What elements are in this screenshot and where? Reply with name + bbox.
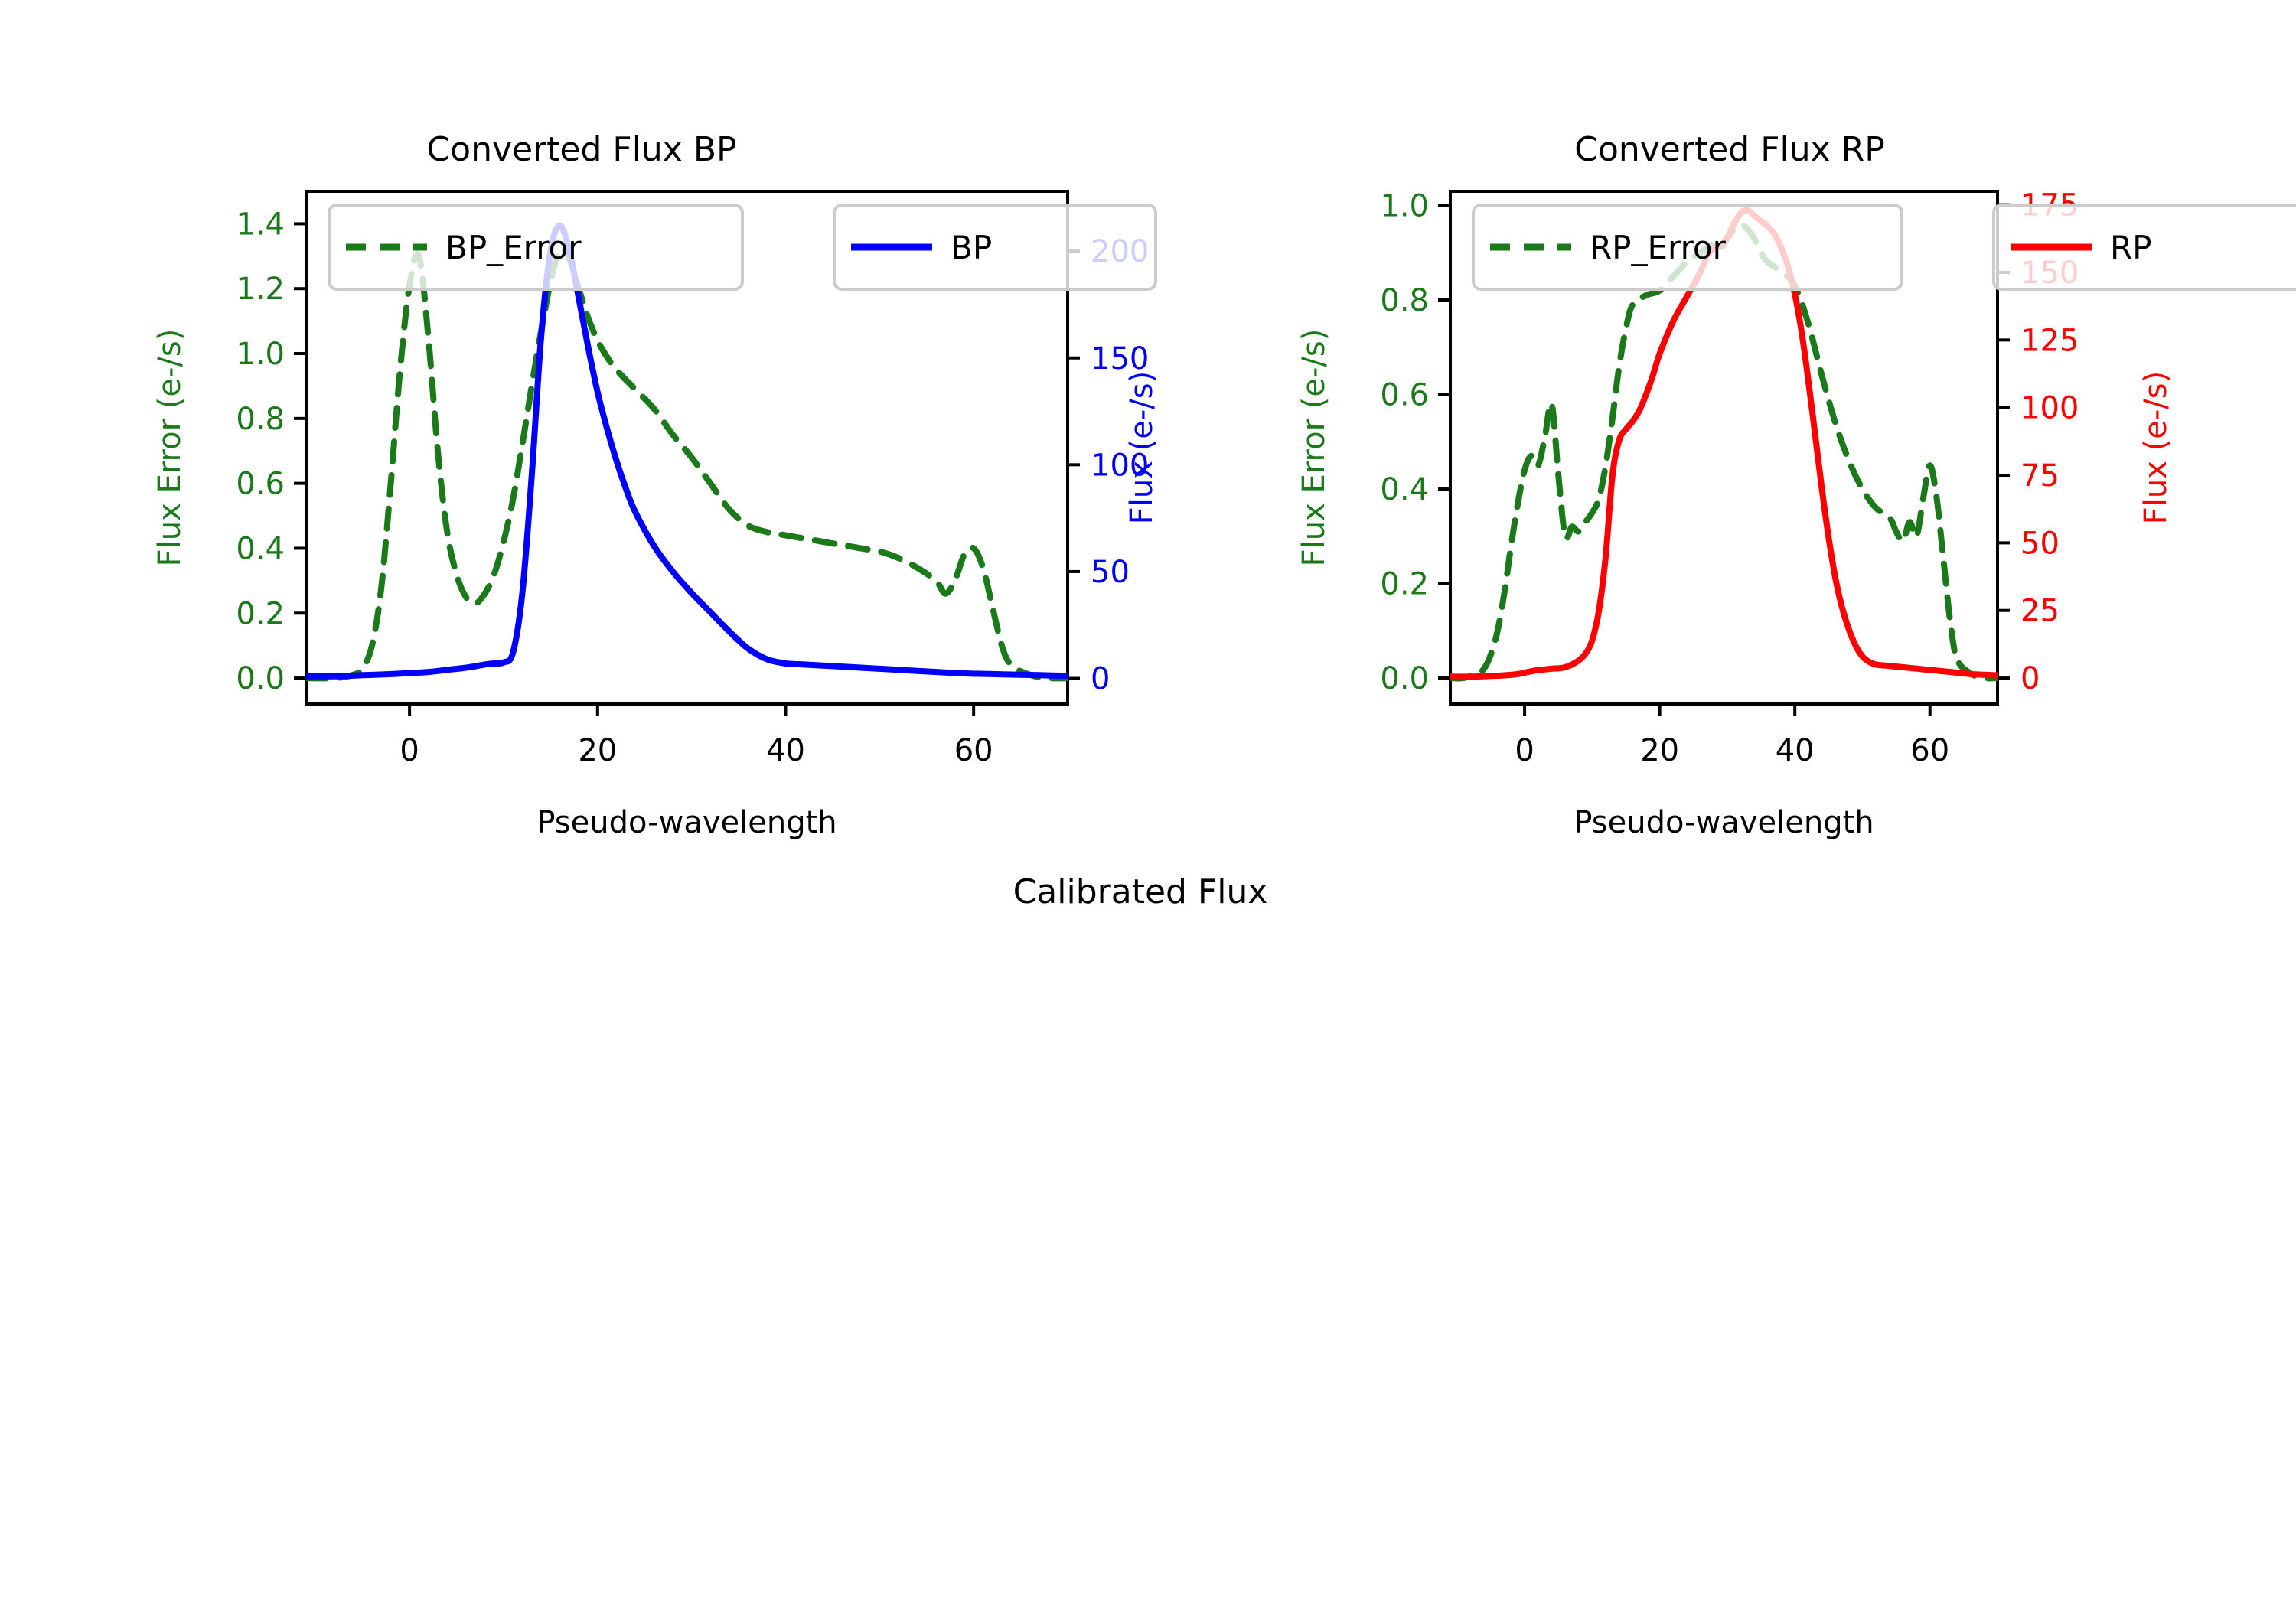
legend-box (833, 204, 1157, 291)
bp-legend-flux[interactable]: BP (833, 204, 1157, 291)
legend-box (1472, 204, 1903, 291)
right-y-tick-label: 0 (2020, 661, 2040, 696)
panel-converted-flux-rp: Converted Flux RP 0 20 40 60 Pseudo-waveleng… (1148, 0, 2296, 842)
bp-legend-error[interactable]: BP_Error (328, 204, 744, 291)
chart-bp: Converted Flux BP 0 20 40 60 Pseudo-waveleng… (152, 130, 1159, 840)
series-bp (306, 222, 1068, 680)
left-y-tick-label: 1.0 (236, 337, 285, 372)
right-y-tick-label: 50 (1091, 555, 1130, 590)
x-tick-label: 0 (400, 733, 419, 768)
legend-label: RP_Error (1590, 229, 1727, 266)
left-y-tick-label: 0.6 (236, 467, 285, 502)
left-y-axis-label: Flux Error (e-/s) (1296, 329, 1332, 567)
left-y-tick-label: 0.4 (1380, 472, 1429, 507)
legend-label: BP_Error (445, 229, 582, 266)
legend-box (328, 204, 744, 291)
right-y-tick-label: 125 (2020, 323, 2079, 358)
series-rp_error (1450, 221, 1998, 682)
rp-legend-error[interactable]: RP_Error (1472, 204, 1903, 291)
left-y-tick-label: 0.8 (1380, 283, 1429, 318)
panel-converted-flux-bp: Converted Flux BP 0 20 40 60 Pseudo-waveleng… (0, 0, 1159, 842)
left-y-tick-label: 1.0 (1380, 189, 1429, 224)
x-axis-label: Pseudo-wavelength (1574, 805, 1874, 840)
left-y-tick-label: 0.8 (236, 402, 285, 437)
right-y-tick-label: 75 (2020, 458, 2060, 494)
chart-calibrated: Calibrated Flux (1013, 872, 1268, 911)
x-tick-label: 0 (1515, 733, 1534, 768)
rp-axes: 0 20 40 60 Pseudo-wavelength 0.0 0.2 0.4 0.6 0.8 1… (1296, 188, 2174, 840)
x-tick-label: 40 (1776, 733, 1815, 768)
bp-curves (306, 222, 1068, 682)
left-y-tick-label: 1.4 (236, 207, 285, 242)
series-bp_error (306, 246, 1068, 682)
left-y-tick-label: 0.4 (236, 531, 285, 566)
x-tick-label: 20 (1640, 733, 1679, 768)
x-tick-label: 60 (954, 733, 993, 768)
left-y-axis-label: Flux Error (e-/s) (152, 329, 188, 567)
panel-title-calibrated: Calibrated Flux (1013, 872, 1268, 911)
left-y-tick-label: 0.0 (236, 661, 285, 696)
x-tick-label: 60 (1910, 733, 1949, 768)
x-tick-label: 40 (766, 733, 805, 768)
x-axis-label: Pseudo-wavelength (536, 805, 837, 840)
panel-calibrated-flux: Calibrated Flux (0, 842, 2296, 1607)
right-y-tick-label: 150 (1091, 341, 1149, 376)
right-y-tick-label: 25 (2020, 594, 2060, 629)
left-y-tick-label: 1.2 (236, 272, 285, 307)
legend-box (1992, 204, 2296, 291)
x-tick-label: 20 (578, 733, 617, 768)
rp-legend-flux[interactable]: RP (1992, 204, 2296, 291)
left-y-tick-label: 0.2 (236, 596, 285, 631)
right-y-tick-label: 50 (2020, 526, 2060, 561)
legend-label: BP (951, 229, 992, 266)
chart-rp: Converted Flux RP 0 20 40 60 Pseudo-waveleng… (1296, 130, 2296, 840)
panel-title-rp: Converted Flux RP (1574, 130, 1885, 169)
right-y-tick-label: 100 (2020, 391, 2079, 426)
legend-label: RP (2110, 229, 2152, 266)
right-y-axis-label: Flux (e-/s) (2138, 371, 2174, 524)
left-y-tick-label: 0.0 (1380, 661, 1429, 696)
right-y-tick-label: 100 (1091, 448, 1149, 483)
panel-title-bp: Converted Flux BP (426, 130, 736, 169)
right-y-tick-label: 0 (1091, 662, 1110, 697)
right-y-axis-label: Flux (e-/s) (1124, 371, 1159, 524)
left-y-tick-label: 0.2 (1380, 567, 1429, 602)
left-y-tick-label: 0.6 (1380, 378, 1429, 413)
